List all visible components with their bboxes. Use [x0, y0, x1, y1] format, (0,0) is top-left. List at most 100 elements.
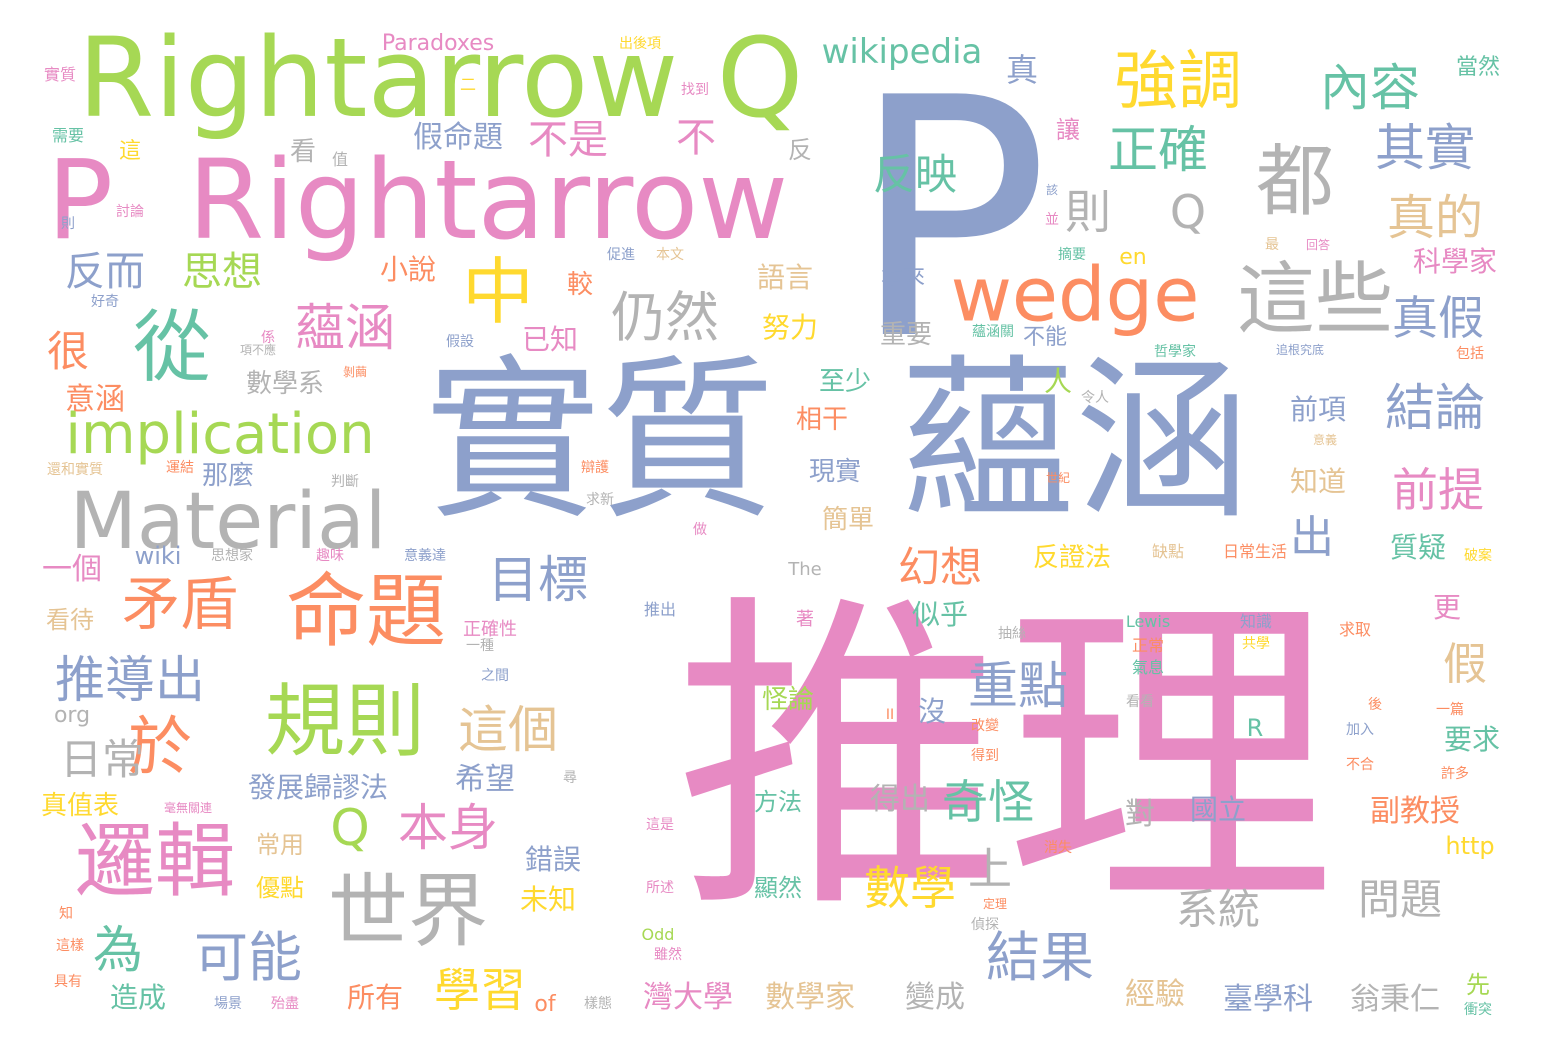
word: 一篇 — [1436, 702, 1464, 718]
word: 項不應 — [239, 343, 277, 357]
word: 正常 — [1131, 636, 1165, 655]
word: implication — [65, 402, 375, 467]
word: 為 — [93, 921, 143, 979]
word: Odd — [641, 925, 675, 944]
word: 之間 — [481, 668, 509, 684]
word: 不是 — [528, 117, 608, 163]
word: 其實 — [1375, 119, 1475, 177]
word: 方法 — [754, 788, 802, 816]
word: 值 — [331, 150, 349, 169]
word: 知 — [59, 906, 73, 922]
word: 矛盾 — [121, 570, 239, 638]
word: 前項 — [1289, 393, 1347, 426]
word: 得到 — [971, 748, 999, 764]
word: 真值表 — [40, 791, 120, 821]
word: 問題 — [1357, 875, 1443, 924]
word: 中 — [461, 250, 535, 334]
word: 出 — [1290, 512, 1334, 563]
word: 系統 — [1175, 885, 1261, 934]
word: 包括 — [1456, 346, 1484, 362]
word: wiki — [134, 542, 182, 570]
word: 學習 — [434, 963, 526, 1017]
word: 結果 — [986, 926, 1094, 989]
word: 實質 — [425, 340, 775, 544]
word: 這個 — [458, 701, 558, 759]
word: 氣息 — [1131, 658, 1165, 677]
word: 命題 — [286, 565, 446, 658]
word: 求新 — [586, 492, 614, 508]
word: 讓 — [1056, 116, 1080, 144]
word: 共學 — [1242, 636, 1270, 652]
word: 出後項 — [619, 36, 661, 52]
word: 破案 — [1464, 548, 1492, 564]
word: Q — [716, 14, 804, 142]
word: 至少 — [818, 367, 872, 397]
word: 規則 — [265, 675, 425, 768]
word: 語言 — [756, 261, 814, 294]
word: 尋 — [563, 770, 577, 786]
word: 則 — [61, 216, 75, 232]
word: 本文 — [656, 247, 684, 263]
word: 不合 — [1346, 757, 1374, 773]
word: Paradoxes — [381, 31, 495, 56]
word: org — [53, 703, 91, 728]
word: 得出 — [870, 782, 930, 817]
word: 推導出 — [55, 651, 205, 709]
word: 哲學家 — [1154, 344, 1196, 360]
word: 要求 — [1443, 723, 1501, 756]
word: 質疑 — [1389, 531, 1447, 564]
word: 於 — [128, 711, 192, 785]
word: 二 — [459, 75, 477, 94]
word: 人 — [1043, 365, 1073, 398]
word: 加入 — [1346, 722, 1374, 738]
word: 真 — [1005, 51, 1039, 89]
word: 改變 — [971, 718, 999, 734]
word: 看 — [289, 137, 317, 167]
word: 結論 — [1385, 379, 1485, 437]
word: 所有 — [346, 981, 404, 1014]
word: 最 — [1265, 237, 1279, 253]
word: 不 — [676, 115, 716, 161]
word: 判斷 — [331, 474, 359, 490]
word: 趣味 — [316, 548, 344, 564]
word: 正確性 — [463, 619, 517, 640]
word: Q — [330, 799, 370, 857]
word: 這些 — [1236, 255, 1394, 345]
word: 反證法 — [1032, 543, 1112, 573]
word: 這樣 — [56, 938, 84, 954]
word: 先 — [1466, 971, 1490, 999]
word: 意涵 — [65, 382, 125, 417]
word: wikipedia — [821, 32, 983, 72]
word: 這是 — [646, 817, 674, 833]
word: P — [46, 136, 114, 264]
word: 那麼 — [201, 461, 255, 491]
word: 現實 — [808, 457, 862, 487]
word: 令人 — [1081, 390, 1109, 406]
word: 沒 — [917, 695, 947, 728]
word: 強調 — [1114, 45, 1242, 119]
word: 優點 — [256, 874, 304, 902]
word: 真假 — [1392, 291, 1484, 345]
word: 更 — [1432, 591, 1462, 624]
word: 消失 — [1044, 840, 1072, 856]
word: 假 — [1443, 639, 1487, 690]
word: 運結 — [166, 460, 194, 476]
word: 重要 — [879, 320, 933, 350]
word: R — [1246, 714, 1264, 742]
word: 這 — [118, 139, 142, 164]
word: 缺點 — [1151, 542, 1185, 561]
word: 許多 — [1441, 766, 1469, 782]
word: 反而 — [65, 249, 145, 295]
word: 殆盡 — [271, 996, 299, 1012]
word: 意義達 — [404, 548, 446, 564]
word: 知道 — [1289, 465, 1347, 498]
word: 未知 — [519, 883, 577, 916]
word: 具有 — [54, 974, 82, 990]
word: 錯誤 — [524, 843, 582, 876]
word: 不能 — [1022, 325, 1068, 350]
word: 則 — [1065, 185, 1111, 239]
word: 求取 — [1338, 620, 1372, 639]
word: 可能 — [194, 926, 302, 989]
word: 已知 — [521, 323, 579, 356]
word: 一個 — [42, 552, 102, 587]
